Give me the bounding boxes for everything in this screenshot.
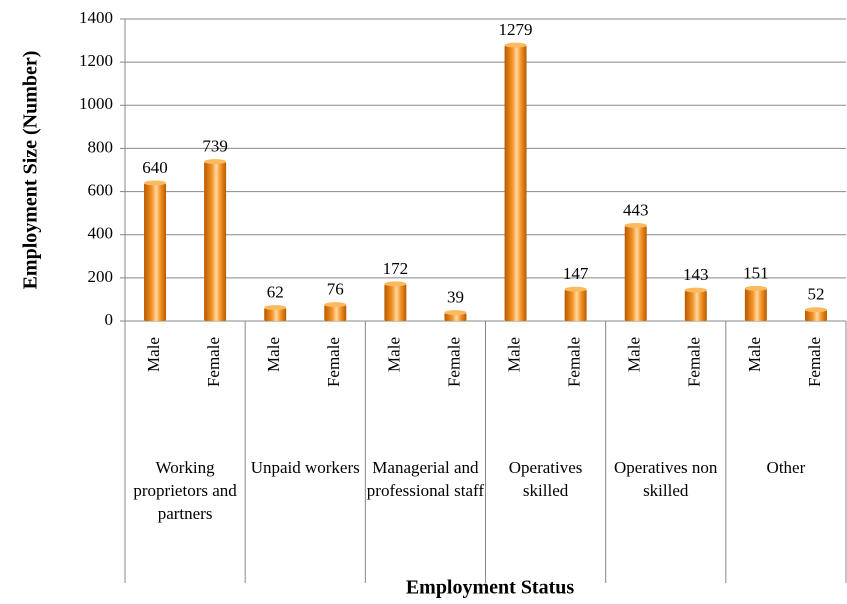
group-label: Other	[766, 458, 806, 477]
bar	[264, 307, 287, 321]
bar	[504, 45, 527, 321]
value-label: 151	[743, 263, 769, 282]
bar-cap	[504, 42, 527, 48]
bar-cap	[444, 310, 467, 316]
x-tick-label: Male	[144, 337, 163, 372]
group-label: Working proprietors and partners	[133, 458, 237, 523]
value-label: 640	[142, 158, 168, 177]
value-label: 1279	[499, 20, 533, 39]
value-label: 76	[327, 280, 344, 299]
x-tick-label: Male	[504, 337, 523, 372]
bar	[744, 288, 767, 321]
bar	[204, 161, 227, 321]
y-tick-label: 400	[88, 224, 114, 243]
value-label: 443	[623, 200, 649, 219]
value-label: 147	[563, 264, 589, 283]
bar-cap	[624, 222, 647, 228]
bar-cap	[324, 302, 347, 308]
bar-cap	[204, 159, 227, 165]
bar	[564, 289, 587, 321]
x-tick-label: Male	[264, 337, 283, 372]
bar-cap	[384, 281, 407, 287]
x-tick-label: Female	[805, 337, 824, 387]
value-label: 62	[267, 283, 284, 302]
y-tick-label: 1200	[79, 51, 113, 70]
value-label: 143	[683, 265, 709, 284]
bar	[144, 182, 167, 321]
y-tick-label: 1400	[79, 8, 113, 27]
x-tick-label: Female	[565, 337, 584, 387]
bar	[624, 225, 647, 321]
value-label: 172	[383, 259, 409, 278]
x-tick-label: Female	[685, 337, 704, 387]
group-label: Operatives non skilled	[614, 458, 718, 500]
group-label: Operatives skilled	[508, 458, 583, 500]
x-tick-label: Female	[324, 337, 343, 387]
y-tick-label: 800	[88, 137, 114, 156]
y-tick-label: 600	[88, 180, 114, 199]
group-label: Unpaid workers	[250, 458, 360, 477]
x-axis-title: Employment Status	[406, 577, 575, 599]
bar-cap	[804, 307, 827, 313]
x-tick-label: Female	[444, 337, 463, 387]
bar-cap	[564, 286, 587, 292]
bar	[324, 304, 347, 321]
x-tick-label: Male	[745, 337, 764, 372]
y-axis-title: Employment Size (Number)	[20, 51, 42, 290]
bar-cap	[144, 180, 167, 186]
bar	[684, 290, 707, 321]
bar-cap	[264, 305, 287, 311]
bar	[384, 283, 407, 321]
bar-cap	[744, 285, 767, 291]
x-tick-label: Male	[625, 337, 644, 372]
y-tick-label: 1000	[79, 94, 113, 113]
value-label: 52	[807, 285, 824, 304]
bar	[804, 309, 827, 321]
y-tick-label: 0	[105, 310, 114, 329]
y-tick-label: 200	[88, 267, 114, 286]
x-tick-label: Female	[204, 337, 223, 387]
x-tick-label: Male	[384, 337, 403, 372]
bar-cap	[684, 287, 707, 293]
group-label: Managerial and professional staff	[366, 458, 485, 500]
value-label: 39	[447, 287, 464, 306]
value-label: 739	[202, 136, 228, 155]
